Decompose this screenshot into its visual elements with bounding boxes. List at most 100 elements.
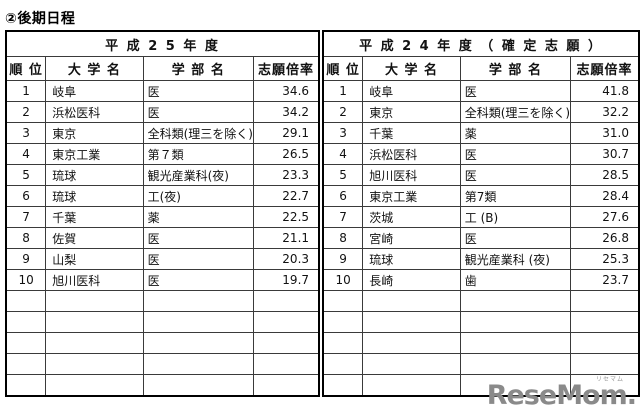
ratio-cell: 19.7 [252,269,320,291]
watermark-logo-text: ReseMom. [486,380,637,411]
faculty-cell: 医 [142,269,254,291]
column-header-rank: 順 位 [5,56,47,81]
university-cell: 東京工業 [362,185,461,207]
rank-cell: 6 [322,185,364,207]
rank-cell: 7 [5,206,47,228]
rank-cell: 6 [5,185,47,207]
rank-cell: 2 [322,101,364,123]
empty-cell [5,374,47,397]
empty-row [5,311,320,333]
table-row: 10 旭川医科医 19.7 [5,269,320,291]
university-cell: 岐阜 [45,80,144,102]
table-row: 7 茨城工 (B) 27.6 [322,206,640,228]
empty-cell [5,353,47,375]
empty-cell [322,374,364,397]
empty-cell [362,332,461,354]
table-row: 6 東京工業 第7類 28.4 [322,185,640,207]
rank-cell: 3 [5,122,47,144]
university-cell: 琉球 [362,248,461,270]
empty-row [5,290,320,312]
empty-cell [570,290,640,312]
university-cell: 岐阜 [362,80,461,102]
empty-cell [570,374,640,397]
university-cell: 佐賀 [45,227,144,249]
empty-cell [5,290,47,312]
university-cell: 東京 [362,101,461,123]
empty-cell [252,353,320,375]
empty-cell [142,374,254,397]
ratio-cell: 29.1 [252,122,320,144]
faculty-cell: 第7類 [459,185,572,207]
empty-cell [362,290,461,312]
empty-row [322,353,640,375]
empty-cell [142,311,254,333]
table-row: 2 浜松医科医 34.2 [5,101,320,123]
ratio-cell: 22.5 [252,206,320,228]
rank-cell: 5 [322,164,364,186]
column-header-rank: 順 位 [322,56,364,81]
university-cell: 宮崎 [362,227,461,249]
empty-cell [459,353,572,375]
table-row: 4 浜松医科医 30.7 [322,143,640,165]
university-cell: 琉球 [45,185,144,207]
faculty-cell: 全科類(理三を除く) [459,101,572,123]
empty-cell [459,311,572,333]
table-row: 8 佐賀医 21.1 [5,227,320,249]
empty-cell [142,353,254,375]
rank-cell: 9 [5,248,47,270]
faculty-cell: 医 [142,80,254,102]
column-header-ratio: 志願倍率 [252,56,320,81]
university-cell: 東京工業 [45,143,144,165]
rank-cell: 7 [322,206,364,228]
ratio-cell: 30.7 [570,143,640,165]
empty-cell [45,374,144,397]
table-row: 8 宮崎医 26.8 [322,227,640,249]
empty-cell [322,332,364,354]
university-cell: 浜松医科 [362,143,461,165]
table-row: 6 琉球 工(夜) 22.7 [5,185,320,207]
faculty-cell: 医 [459,164,572,186]
table-row: 1 岐阜医 34.6 [5,80,320,102]
rank-cell: 10 [5,269,47,291]
faculty-cell: 歯 [459,269,572,291]
ratio-cell: 34.2 [252,101,320,123]
faculty-cell: 観光産業科(夜) [142,164,254,186]
table-row: 9 山梨医 20.3 [5,248,320,270]
empty-cell [322,353,364,375]
empty-row [322,290,640,312]
resemom-watermark: リセマム ReseMom. [486,377,637,411]
page-title: ②後期日程 [5,11,76,27]
faculty-cell: 観光産業科 (夜) [459,248,572,270]
university-cell: 山梨 [45,248,144,270]
faculty-cell: 第７類 [142,143,254,165]
empty-cell [252,290,320,312]
column-header-ratio: 志願倍率 [570,56,640,81]
empty-cell [5,332,47,354]
column-header-fac: 学 部 名 [459,56,572,81]
ratio-cell: 31.0 [570,122,640,144]
faculty-cell: 薬 [142,206,254,228]
ratio-cell: 27.6 [570,206,640,228]
ratio-cell: 26.5 [252,143,320,165]
empty-cell [252,332,320,354]
faculty-cell: 全科類(理三を除く) [142,122,254,144]
university-cell: 琉球 [45,164,144,186]
table-row: 3 東京 全科類(理三を除く) 29.1 [5,122,320,144]
rank-cell: 4 [322,143,364,165]
faculty-cell: 医 [142,101,254,123]
table-row: 4 東京工業 第７類 26.5 [5,143,320,165]
rank-cell: 2 [5,101,47,123]
university-cell: 千葉 [45,206,144,228]
ratio-cell: 41.8 [570,80,640,102]
empty-cell [45,332,144,354]
faculty-cell: 医 [459,227,572,249]
university-cell: 千葉 [362,122,461,144]
rank-cell: 8 [5,227,47,249]
ranking-tables-container: 平 成 2 5 年 度順 位大 学 名学 部 名志願倍率 1 岐阜医 34.6 2 浜松医… [5,30,640,397]
faculty-cell: 工(夜) [142,185,254,207]
university-cell: 長崎 [362,269,461,291]
empty-cell [362,374,461,397]
empty-cell [45,290,144,312]
university-cell: 旭川医科 [45,269,144,291]
rank-cell: 10 [322,269,364,291]
